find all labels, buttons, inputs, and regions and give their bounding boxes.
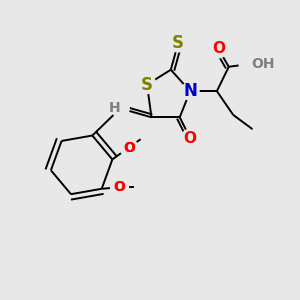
Text: S: S (141, 76, 153, 94)
Text: O: O (184, 130, 196, 146)
Text: O: O (123, 141, 135, 154)
Text: OH: OH (251, 57, 274, 71)
Circle shape (169, 34, 187, 52)
Text: N: N (183, 82, 197, 100)
Text: S: S (172, 34, 184, 52)
Circle shape (111, 178, 128, 196)
Text: O: O (114, 180, 125, 194)
Circle shape (120, 139, 138, 157)
Circle shape (181, 129, 199, 147)
Text: O: O (114, 180, 125, 194)
Circle shape (209, 40, 227, 58)
Circle shape (138, 76, 156, 94)
Circle shape (181, 82, 199, 100)
Text: H: H (109, 101, 120, 116)
Text: O: O (123, 141, 135, 154)
Circle shape (239, 52, 263, 76)
Circle shape (111, 100, 129, 117)
Text: O: O (212, 41, 225, 56)
